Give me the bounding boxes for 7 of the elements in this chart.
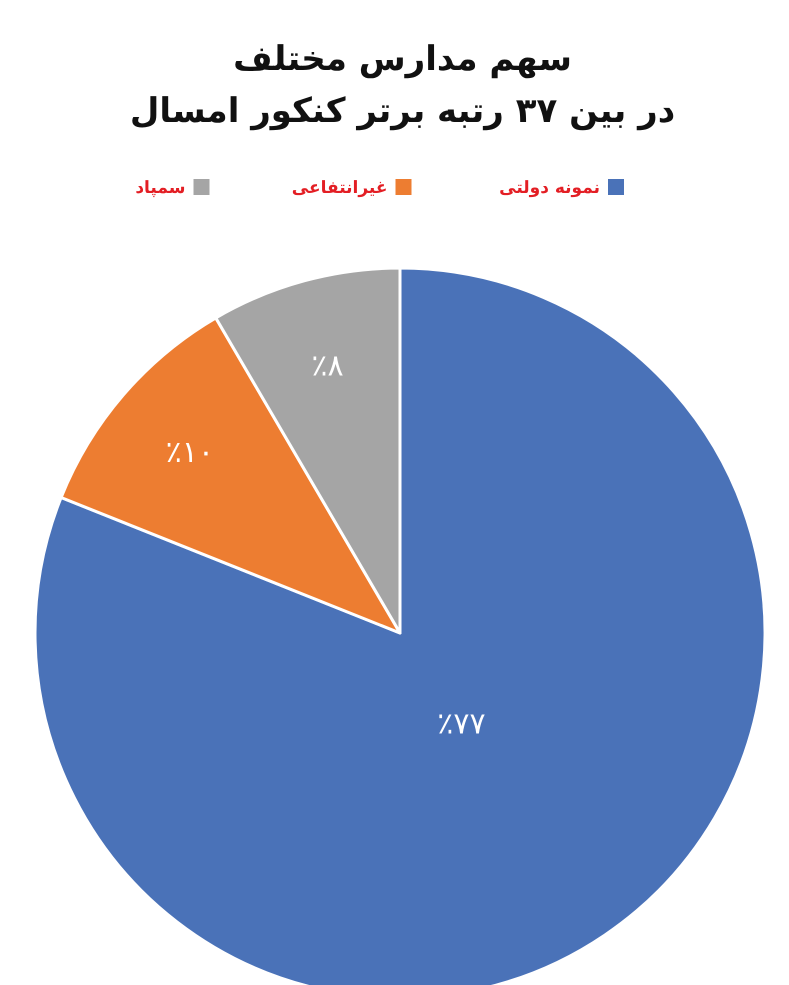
data-label: ٪۱۰ xyxy=(166,434,214,470)
data-label: ٪۸ xyxy=(311,348,344,384)
legend-label: سمپاد xyxy=(135,178,186,198)
chart-title: سهم مدارس مختلف در بین ۳۷ رتبه برتر کنکور امسال xyxy=(130,39,676,131)
legend-label: نمونه دولتی xyxy=(499,178,600,198)
data-label: ٪۷۷ xyxy=(437,706,486,742)
legend-label: غیرانتفاعی xyxy=(292,178,388,198)
